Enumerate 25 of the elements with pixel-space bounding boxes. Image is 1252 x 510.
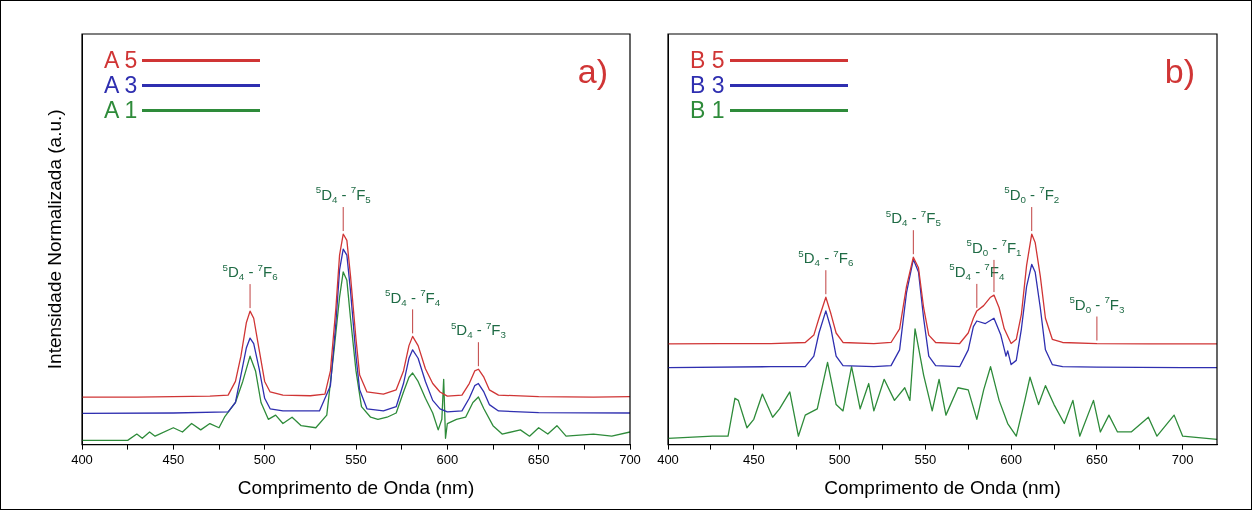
text: B 1 xyxy=(690,97,725,123)
x-axis-title: Comprimento de Onda (nm) xyxy=(824,476,1061,498)
text: b) xyxy=(1164,52,1195,91)
text: B 3 xyxy=(690,72,725,98)
x-axis-title: Comprimento de Onda (nm) xyxy=(237,476,475,498)
x-tick-label: 700 xyxy=(1171,451,1194,467)
x-tick-label: 450 xyxy=(162,451,185,467)
x-tick-label: 600 xyxy=(436,451,459,467)
x-tick-label: 400 xyxy=(71,451,93,467)
text: a) xyxy=(577,52,608,91)
x-tick-label: 700 xyxy=(619,451,641,467)
x-tick-label: 500 xyxy=(828,451,851,467)
x-tick-label: 650 xyxy=(527,451,550,467)
x-tick-label: 600 xyxy=(1000,451,1022,467)
x-tick-label: 400 xyxy=(657,451,679,467)
text: A 5 xyxy=(104,47,138,73)
x-tick-label: 450 xyxy=(742,451,765,467)
text: A 3 xyxy=(104,72,138,98)
y-axis-title: Intensidade Normalizada (a.u.) xyxy=(43,109,65,370)
text: A 1 xyxy=(104,97,138,123)
x-tick-label: 650 xyxy=(1086,451,1108,467)
x-tick-label: 550 xyxy=(914,451,937,467)
x-tick-label: 550 xyxy=(345,451,367,467)
text: B 5 xyxy=(690,47,725,73)
x-tick-label: 500 xyxy=(253,451,276,467)
